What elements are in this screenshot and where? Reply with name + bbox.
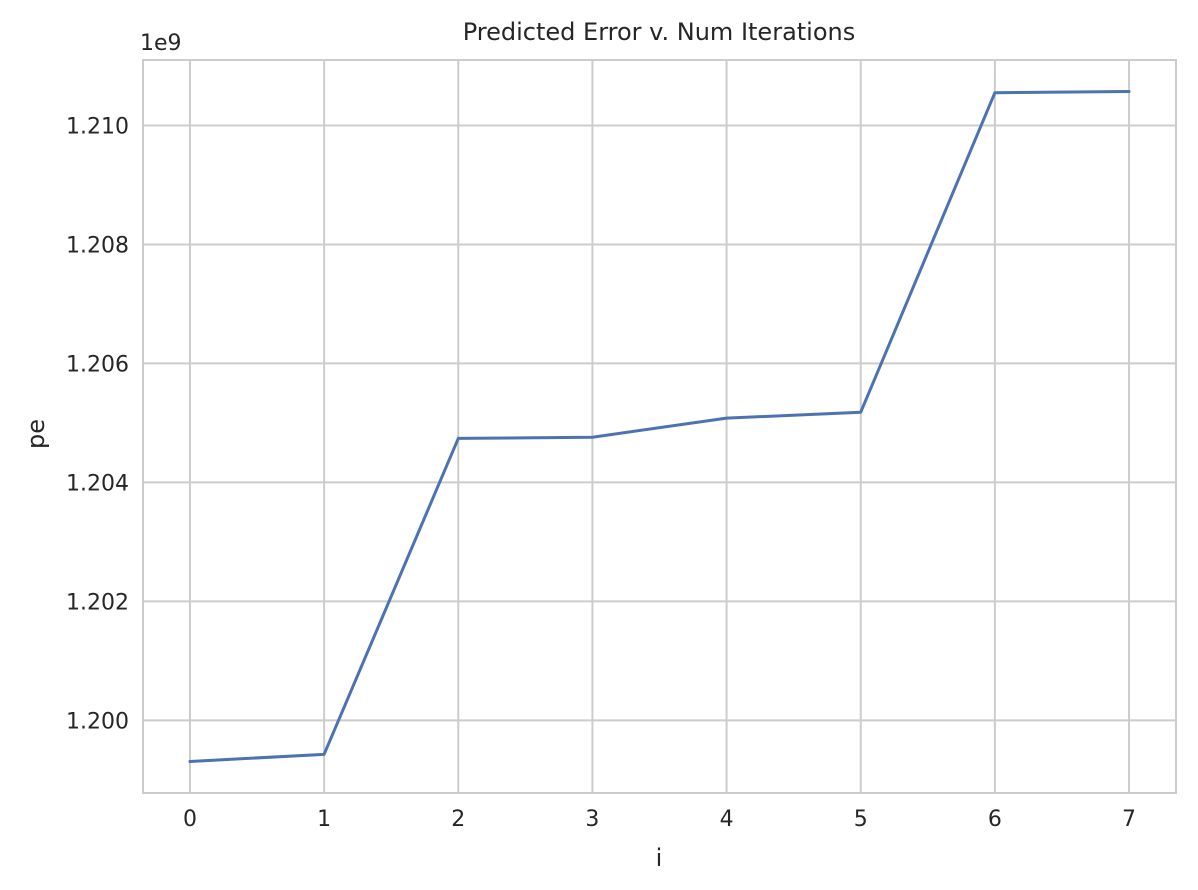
grid bbox=[143, 60, 1176, 793]
y-tick-labels: 1.200 1.202 1.204 1.206 1.208 1.210 bbox=[66, 114, 129, 734]
y-axis-offset-label: 1e9 bbox=[140, 31, 182, 56]
x-tick-label-5: 5 bbox=[854, 807, 868, 832]
x-tick-label-0: 0 bbox=[183, 807, 197, 832]
x-tick-label-4: 4 bbox=[720, 807, 734, 832]
x-tick-label-2: 2 bbox=[451, 807, 465, 832]
x-tick-labels: 0 1 2 3 4 5 6 7 bbox=[183, 807, 1136, 832]
y-tick-label-1: 1.202 bbox=[66, 590, 129, 615]
x-axis-label: i bbox=[656, 844, 663, 872]
plot-frame bbox=[142, 59, 1177, 794]
series-group bbox=[188, 90, 1131, 763]
y-tick-label-0: 1.200 bbox=[66, 709, 129, 734]
x-tick-label-3: 3 bbox=[585, 807, 599, 832]
y-tick-label-4: 1.208 bbox=[66, 233, 129, 258]
series-line-0 bbox=[188, 90, 1131, 763]
x-tick-label-1: 1 bbox=[317, 807, 331, 832]
chart-title: Predicted Error v. Num Iterations bbox=[463, 18, 856, 46]
x-tick-label-6: 6 bbox=[988, 807, 1002, 832]
y-tick-label-3: 1.206 bbox=[66, 352, 129, 377]
y-axis-label: pe bbox=[22, 419, 50, 449]
x-tick-label-7: 7 bbox=[1122, 807, 1136, 832]
y-tick-label-5: 1.210 bbox=[66, 114, 129, 139]
y-tick-label-2: 1.204 bbox=[66, 471, 129, 496]
